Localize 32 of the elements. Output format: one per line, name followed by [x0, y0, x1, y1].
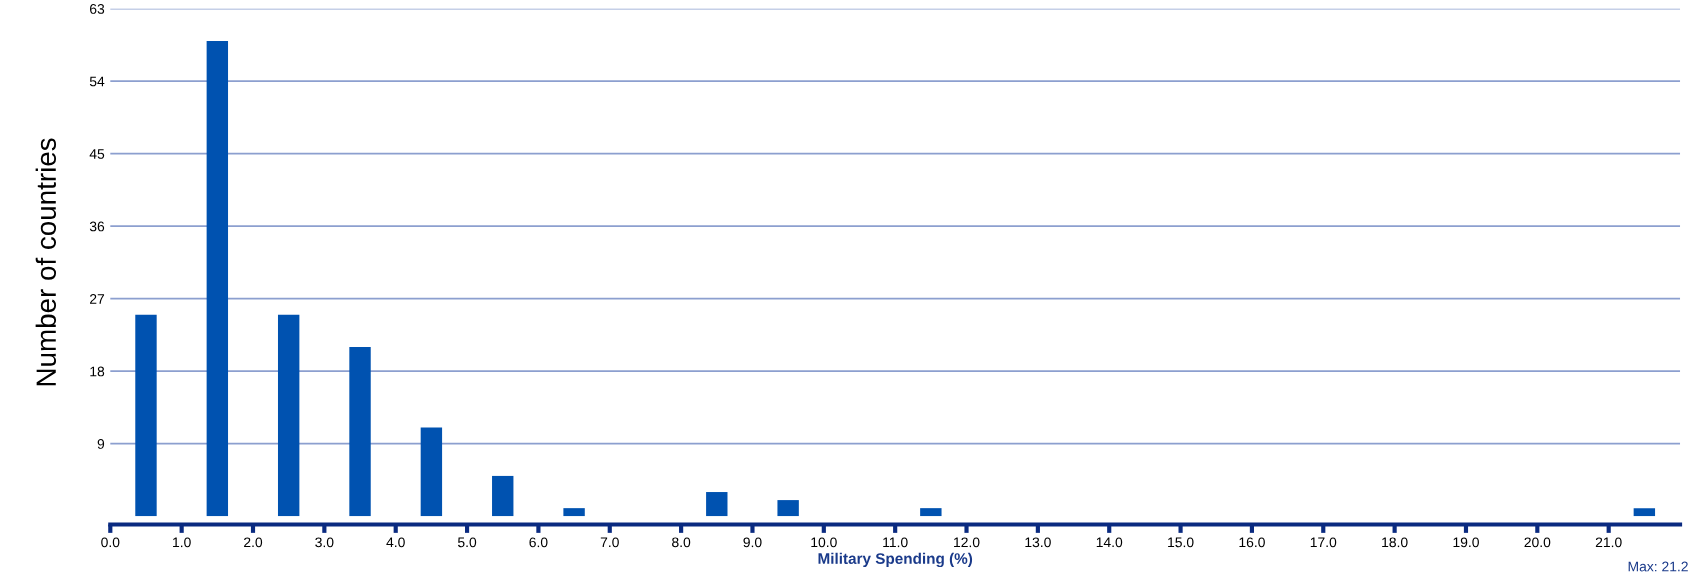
y-axis-title: Number of countries: [35, 138, 57, 386]
x-tick-label: 12.0: [954, 537, 980, 548]
x-tick-label: 1.0: [173, 537, 191, 548]
x-tick-label: 13.0: [1025, 537, 1051, 548]
y-tick-label: 27: [90, 294, 105, 304]
x-tick-label: 6.0: [529, 537, 548, 548]
y-tick-label: 18: [90, 366, 105, 377]
x-tick-label: 14.0: [1096, 537, 1123, 548]
y-tick-label: 63: [90, 4, 105, 14]
text: Max: 21.2: [1628, 561, 1688, 572]
x-tick-label: 9.0: [743, 537, 762, 548]
x-tick-label: 8.0: [672, 537, 691, 548]
x-tick-label: 19.0: [1453, 537, 1479, 548]
x-tick-label: 5.0: [457, 537, 477, 548]
y-tick-label: 45: [89, 149, 105, 159]
x-tick-label: 7.0: [600, 537, 619, 548]
y-tick-label: 9: [97, 439, 105, 449]
x-tick-label: 11.0: [883, 537, 908, 548]
x-tick-label: 16.0: [1239, 537, 1265, 548]
x-tick-label: 15.0: [1168, 537, 1194, 548]
x-axis-title: Military Spending (%): [818, 552, 973, 568]
x-tick-label: 4.0: [386, 537, 405, 548]
x-tick-label: 10.0: [811, 537, 837, 548]
x-tick-label: 17.0: [1310, 537, 1337, 548]
y-tick-label: 36: [89, 221, 105, 232]
y-tick-label: 54: [89, 76, 105, 87]
x-tick-label: 20.0: [1524, 537, 1551, 548]
x-tick-label: 18.0: [1382, 537, 1408, 548]
x-tick-label: 2.0: [244, 537, 263, 548]
x-tick-label: 21.0: [1595, 537, 1622, 548]
x-tick-label: 3.0: [315, 537, 334, 548]
x-tick-label: 0.0: [101, 537, 120, 548]
